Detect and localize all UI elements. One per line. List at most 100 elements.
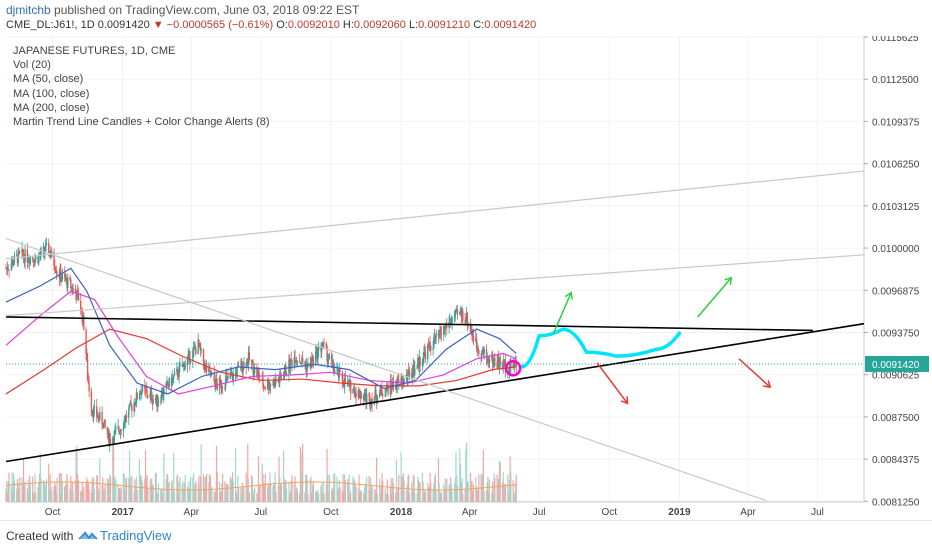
volume-bar xyxy=(86,477,88,502)
candle-body xyxy=(31,257,34,260)
volume-bar xyxy=(440,493,442,502)
volume-bar xyxy=(359,492,361,502)
candle-body xyxy=(12,260,14,266)
volume-bar xyxy=(323,493,325,502)
candle-body xyxy=(312,356,315,363)
candle-body xyxy=(66,278,68,288)
volume-bar xyxy=(66,473,68,502)
volume-bar xyxy=(277,485,279,502)
candle-body xyxy=(264,388,267,389)
author-link[interactable]: djmitchb xyxy=(6,3,51,17)
candle-body xyxy=(273,380,276,387)
candle-body xyxy=(470,331,472,333)
candle-body xyxy=(88,382,90,392)
candle-body xyxy=(22,254,25,258)
candle-body xyxy=(128,403,131,409)
candle-body xyxy=(28,260,30,262)
price-chart[interactable]: 0.0115625 0.0112500 0.0109375 0.0106250 0.01… xyxy=(0,36,932,520)
volume-bar xyxy=(70,476,72,502)
volume-bar xyxy=(58,473,60,502)
candle-body xyxy=(195,348,197,355)
candle-body xyxy=(136,392,138,400)
volume-bar xyxy=(347,482,350,502)
volume-bar xyxy=(352,476,354,502)
candle-body xyxy=(139,393,141,396)
candle-body xyxy=(365,392,367,403)
candle-body xyxy=(311,358,313,362)
time-tick-label: Apr xyxy=(740,507,756,518)
legend-item[interactable]: MA (50, close) xyxy=(13,73,84,86)
candle-body xyxy=(460,308,463,317)
legend-item[interactable]: MA (100, close) xyxy=(13,87,90,100)
volume-bar xyxy=(59,492,61,502)
volume-bar xyxy=(208,482,210,502)
candle-body xyxy=(188,351,190,354)
candle-body xyxy=(253,366,256,374)
candle-body xyxy=(445,325,447,327)
volume-bar xyxy=(8,472,10,502)
candle-body xyxy=(146,391,148,397)
legend-item[interactable]: Martin Trend Line Candles + Color Change… xyxy=(13,116,270,129)
price-tick-label: 0.0103125 xyxy=(872,202,920,213)
volume-bar xyxy=(245,472,247,502)
candle-body xyxy=(480,354,482,356)
tradingview-logo-icon[interactable] xyxy=(78,527,98,543)
volume-bar xyxy=(278,456,280,502)
volume-bar xyxy=(408,474,410,502)
arrow-head-icon xyxy=(724,276,733,285)
volume-bar xyxy=(461,478,463,502)
candle-body xyxy=(150,391,152,394)
candle-body xyxy=(18,250,20,252)
volume-bar xyxy=(392,483,395,502)
candle-body xyxy=(279,373,281,383)
volume-bar xyxy=(131,476,133,502)
volume-bar xyxy=(257,456,260,502)
candle-body xyxy=(370,398,373,405)
candle-body xyxy=(250,360,253,363)
candle-body xyxy=(440,329,442,334)
ma50-line xyxy=(5,267,517,395)
chart-area[interactable]: 0.0115625 0.0112500 0.0109375 0.0106250 0.01… xyxy=(0,36,932,520)
legend-item[interactable]: Vol (20) xyxy=(13,59,51,72)
candle-body xyxy=(400,378,402,383)
candle-body xyxy=(401,378,403,386)
legend-item[interactable]: MA (200, close) xyxy=(13,101,90,114)
candle-body xyxy=(54,270,57,272)
volume-bar xyxy=(387,493,389,502)
candle-body xyxy=(92,413,94,418)
volume-bar xyxy=(199,476,202,502)
candle-body xyxy=(44,245,47,253)
close-label: C: xyxy=(473,19,485,31)
volume-bar xyxy=(6,481,8,502)
volume-bar xyxy=(385,493,387,502)
candle-body xyxy=(266,381,269,389)
candle-body xyxy=(301,357,303,364)
tradingview-brand[interactable]: TradingView xyxy=(100,528,172,543)
volume-bar xyxy=(459,448,461,502)
candle-body xyxy=(144,385,146,389)
candle-body xyxy=(202,348,205,363)
candle-body xyxy=(354,392,357,397)
candle-body xyxy=(408,370,411,379)
candle-body xyxy=(246,359,248,367)
candle-body xyxy=(221,386,223,388)
candle-body xyxy=(449,321,452,324)
volume-bar xyxy=(331,490,333,502)
volume-bar xyxy=(423,492,425,502)
volume-bar xyxy=(328,474,330,502)
volume-bar xyxy=(320,486,322,502)
volume-bar xyxy=(26,488,28,502)
volume-bar xyxy=(108,482,110,502)
candle-body xyxy=(177,376,180,378)
candle-body xyxy=(341,372,344,382)
direction-arrow xyxy=(552,292,572,334)
volume-bar xyxy=(261,463,263,502)
volume-bar xyxy=(432,489,434,502)
candle-body xyxy=(434,337,437,342)
candle-body xyxy=(337,368,339,370)
candle-body xyxy=(8,269,10,271)
volume-bar xyxy=(381,472,383,502)
volume-bar xyxy=(181,483,183,502)
volume-bar xyxy=(45,479,48,502)
candle-body xyxy=(194,347,196,349)
